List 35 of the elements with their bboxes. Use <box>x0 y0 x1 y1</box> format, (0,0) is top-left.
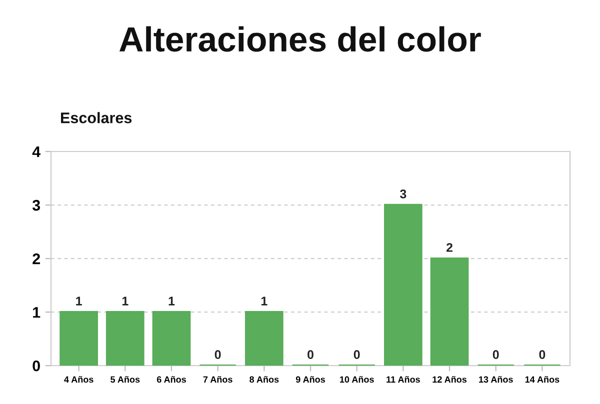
y-tick-label: 4 <box>32 146 40 158</box>
bar <box>152 310 191 366</box>
data-label: 0 <box>492 350 499 359</box>
y-tick-label: 3 <box>32 200 40 211</box>
bar <box>60 310 98 366</box>
chart-title: Alteraciones del color <box>119 26 481 52</box>
x-tick-label: 8 Años <box>250 376 279 383</box>
x-tick-label: 4 Años <box>64 376 94 383</box>
x-tick-label: 11 Años <box>386 376 420 383</box>
x-tick-label: 7 Años <box>203 376 232 383</box>
y-tick-label: 2 <box>32 253 40 264</box>
data-label: 0 <box>308 350 314 359</box>
data-label: 0 <box>354 350 360 359</box>
bar <box>244 310 284 366</box>
data-label: 0 <box>539 350 546 359</box>
y-tick-label: 1 <box>33 307 40 318</box>
data-label: 1 <box>168 296 175 306</box>
y-tick-label: 0 <box>32 360 40 372</box>
data-label: 3 <box>400 190 406 198</box>
x-tick-label: 5 Años <box>110 376 140 383</box>
bar <box>384 204 422 366</box>
x-tick-label: 14 Años <box>525 376 560 383</box>
data-label: 1 <box>76 296 82 306</box>
x-tick-label: 13 Años <box>479 376 513 383</box>
data-label: 2 <box>446 243 452 252</box>
x-tick-label: 6 Años <box>156 376 186 383</box>
data-label: 1 <box>122 296 128 306</box>
data-label: 1 <box>261 296 268 306</box>
chart-subtitle: Escolares <box>61 112 132 124</box>
x-tick-label: 12 Años <box>432 376 467 383</box>
bar <box>430 257 469 366</box>
bar <box>106 310 144 366</box>
x-tick-label: 10 Años <box>340 376 374 383</box>
data-label: 0 <box>214 350 221 359</box>
x-tick-label: 9 Años <box>296 376 326 383</box>
